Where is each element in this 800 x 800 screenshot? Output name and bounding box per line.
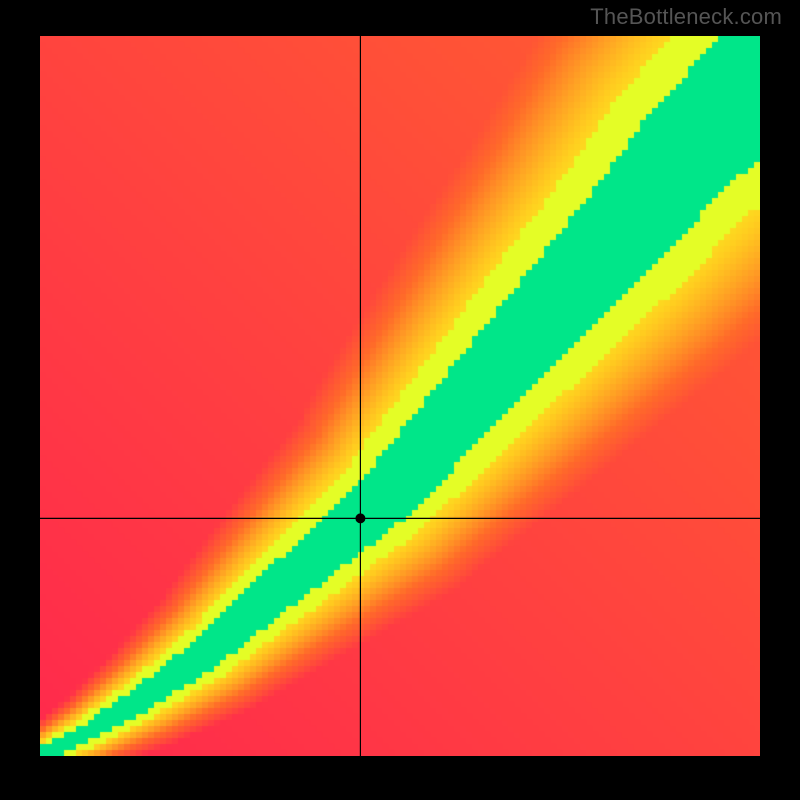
heatmap-canvas bbox=[40, 36, 760, 756]
watermark-text: TheBottleneck.com bbox=[590, 4, 782, 30]
plot-area bbox=[40, 36, 760, 756]
chart-outer-frame: TheBottleneck.com bbox=[0, 0, 800, 800]
